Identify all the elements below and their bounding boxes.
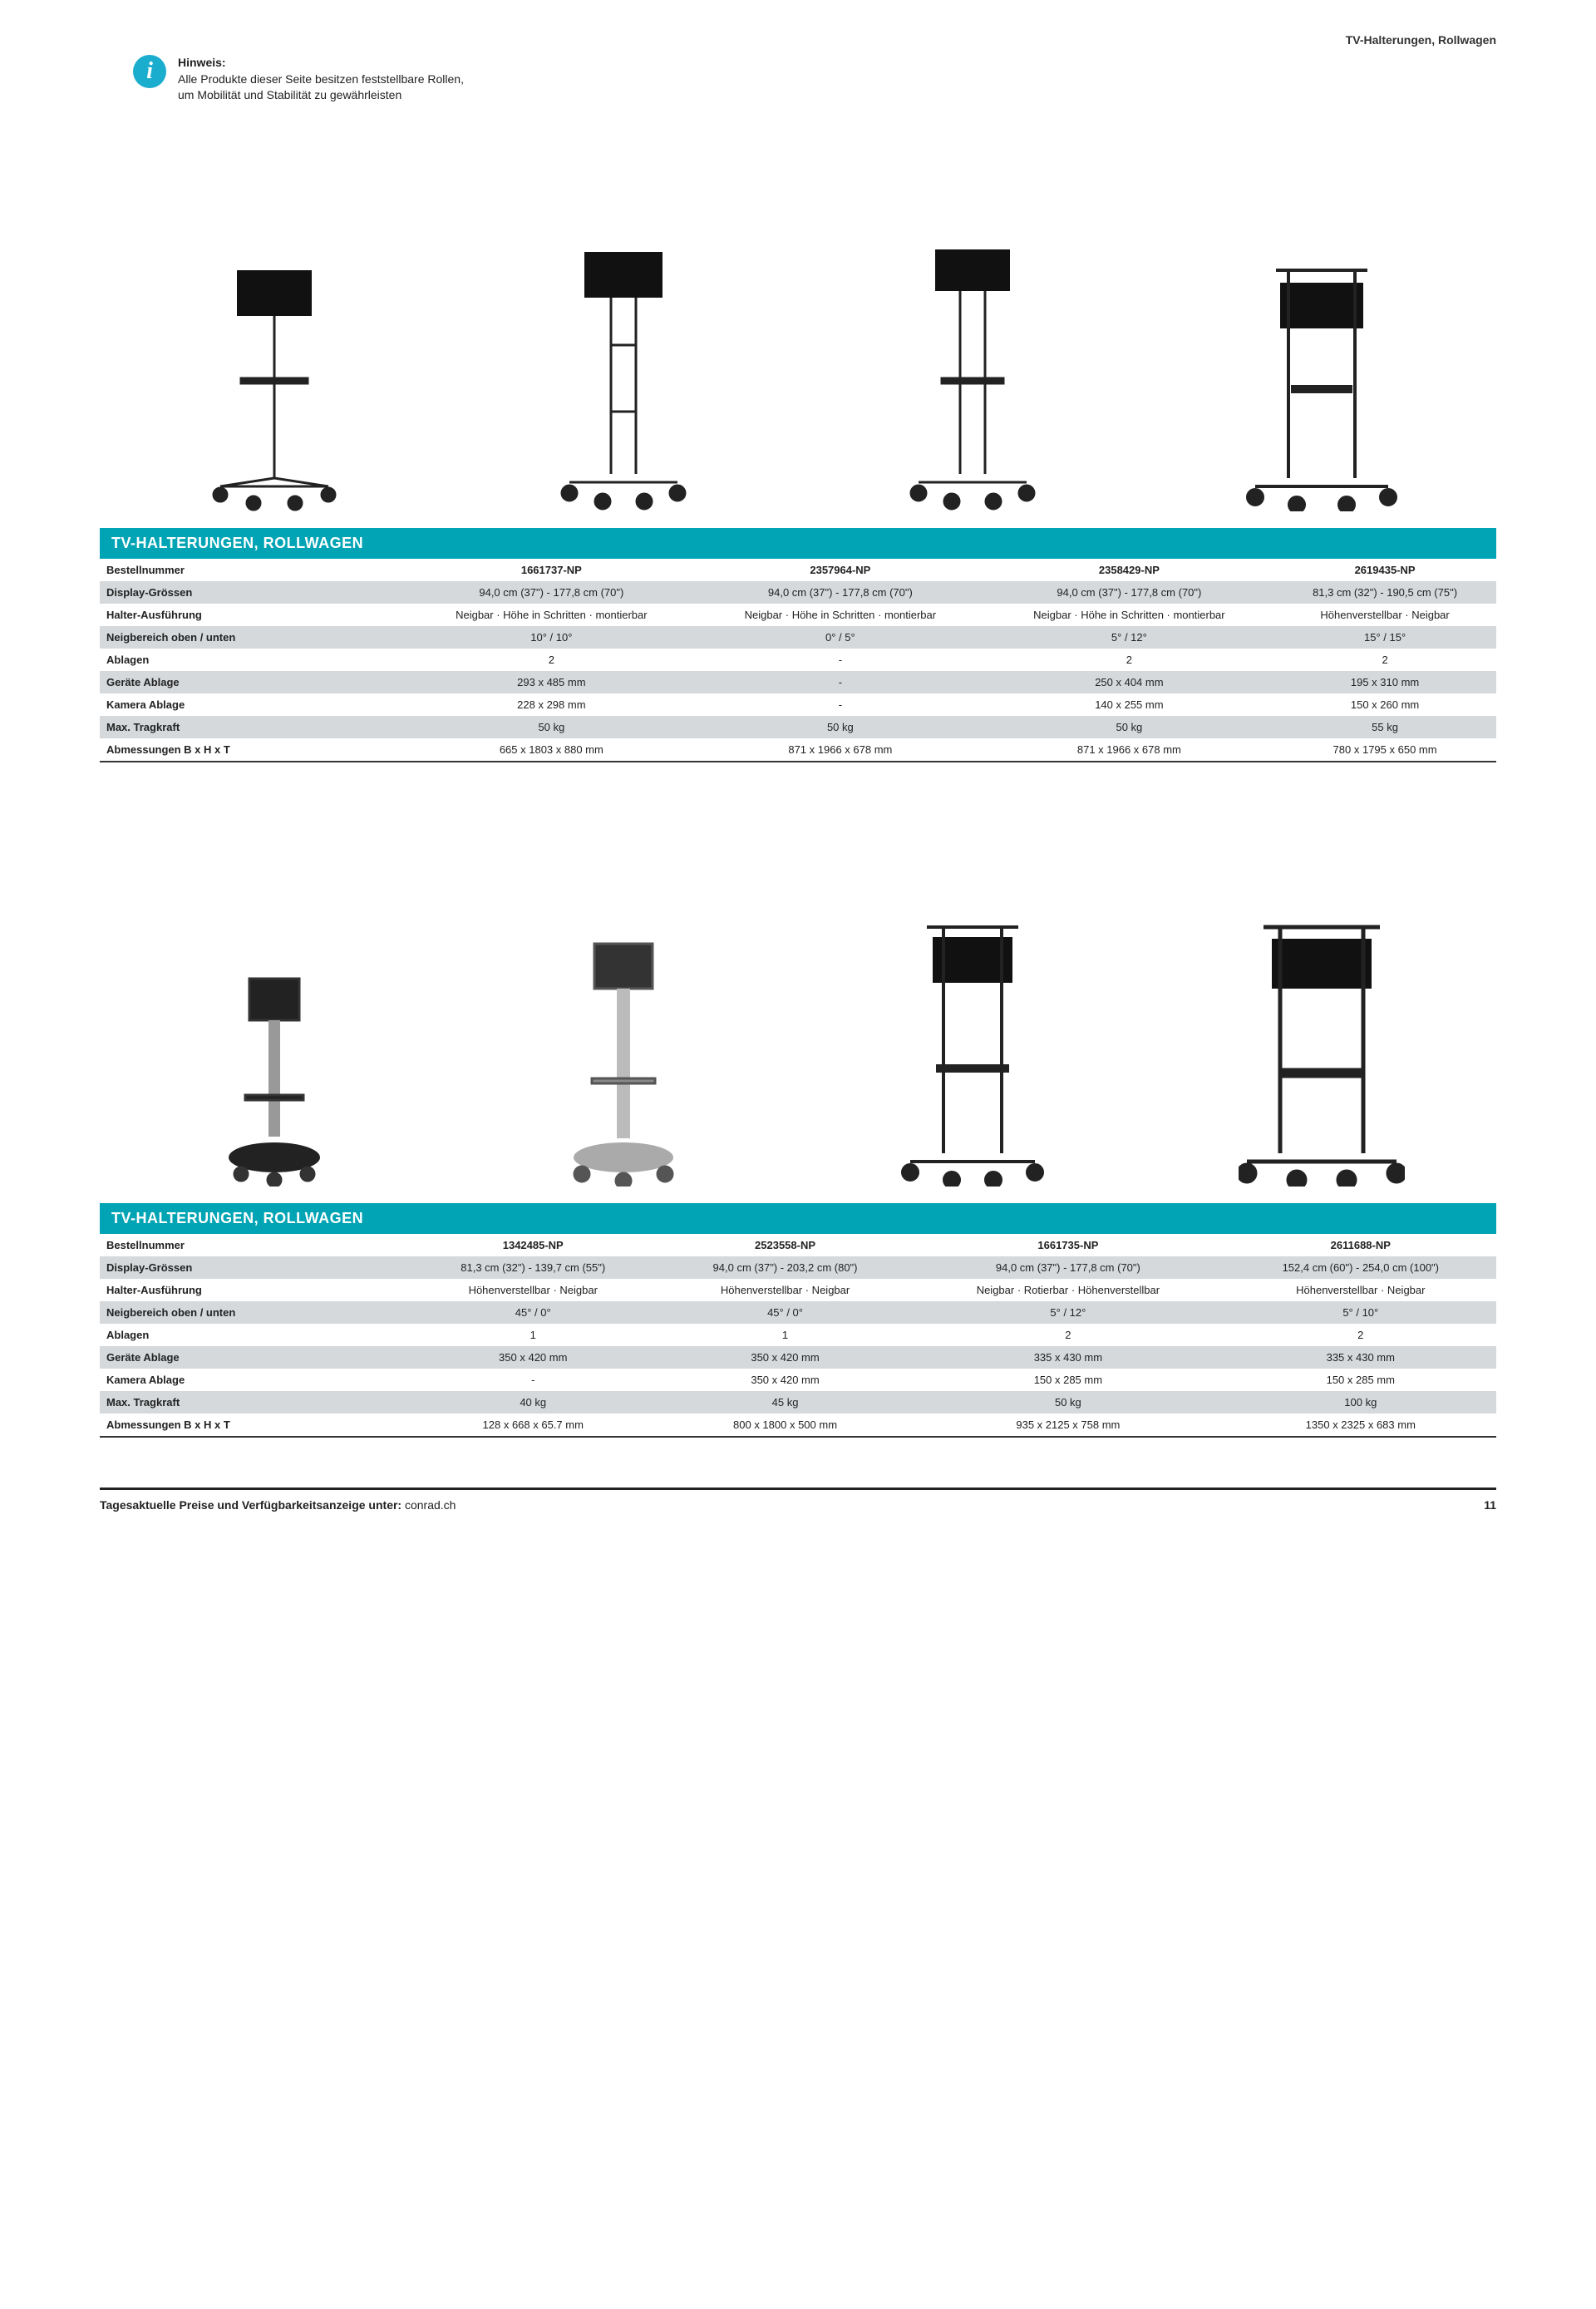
page-number: 11 — [1484, 1498, 1496, 1512]
hinweis-title: Hinweis: — [178, 55, 464, 72]
product-image — [819, 245, 1126, 511]
spec-table-1: Bestellnummer1661737-NP2357964-NP2358429… — [100, 559, 1496, 762]
product-image — [121, 970, 428, 1187]
hinweis-line1: Alle Produkte dieser Seite besitzen fest… — [178, 72, 464, 86]
product-images-row-2 — [100, 829, 1496, 1187]
section-title-1: TV-HALTERUNGEN, ROLLWAGEN — [100, 528, 1496, 559]
hinweis-line2: um Mobilität und Stabilität zu gewährlei… — [178, 88, 401, 101]
section-title-2: TV-HALTERUNGEN, ROLLWAGEN — [100, 1203, 1496, 1234]
product-image — [819, 920, 1126, 1187]
product-image — [1168, 262, 1475, 511]
hinweis-text: Hinweis: Alle Produkte dieser Seite besi… — [178, 55, 464, 104]
product-image — [121, 262, 428, 511]
footer-text: Tagesaktuelle Preise und Verfügbarkeitsa… — [100, 1498, 456, 1512]
page-footer: Tagesaktuelle Preise und Verfügbarkeitsa… — [100, 1488, 1496, 1512]
product-image — [470, 937, 777, 1187]
spec-table-2: Bestellnummer1342485-NP2523558-NP1661735… — [100, 1234, 1496, 1438]
product-images-row-1 — [100, 154, 1496, 511]
product-image — [1168, 920, 1475, 1187]
product-image — [470, 245, 777, 511]
info-icon: i — [133, 55, 166, 88]
page-category: TV-Halterungen, Rollwagen — [100, 33, 1496, 47]
hinweis-box: i Hinweis: Alle Produkte dieser Seite be… — [133, 55, 1496, 104]
